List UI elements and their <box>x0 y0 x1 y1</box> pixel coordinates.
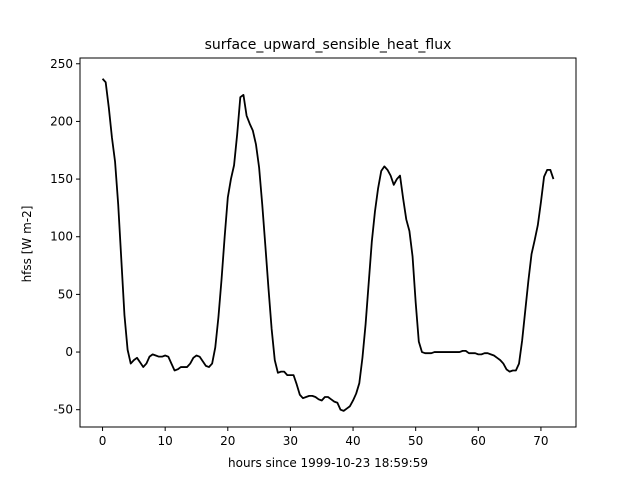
y-tick-label: 50 <box>58 287 73 301</box>
x-tick-label: 10 <box>158 434 173 448</box>
x-tick-label: 60 <box>471 434 486 448</box>
y-axis-label: hfss [W m-2] <box>20 206 34 283</box>
y-tick-label: 100 <box>50 230 73 244</box>
axis-ticks: 0 10 20 30 40 50 60 70 -50 0 50 100 150 200 250 <box>50 57 548 448</box>
y-tick-label: 150 <box>50 172 73 186</box>
x-tick-label: 0 <box>99 434 107 448</box>
x-tick-label: 20 <box>220 434 235 448</box>
y-tick-label: 250 <box>50 57 73 71</box>
y-tick-label: 200 <box>50 114 73 128</box>
x-tick-label: 50 <box>408 434 423 448</box>
chart-title: surface_upward_sensible_heat_flux <box>205 37 452 53</box>
y-tick-label: -50 <box>53 403 73 417</box>
y-tick-label: 0 <box>65 345 73 359</box>
x-tick-label: 40 <box>345 434 360 448</box>
x-tick-label: 30 <box>283 434 298 448</box>
series-line-hfss <box>101 78 555 412</box>
x-axis-label: hours since 1999-10-23 18:59:59 <box>228 456 428 470</box>
x-tick-label: 70 <box>533 434 548 448</box>
axes-frame <box>79 57 577 428</box>
series-layer <box>101 78 555 412</box>
